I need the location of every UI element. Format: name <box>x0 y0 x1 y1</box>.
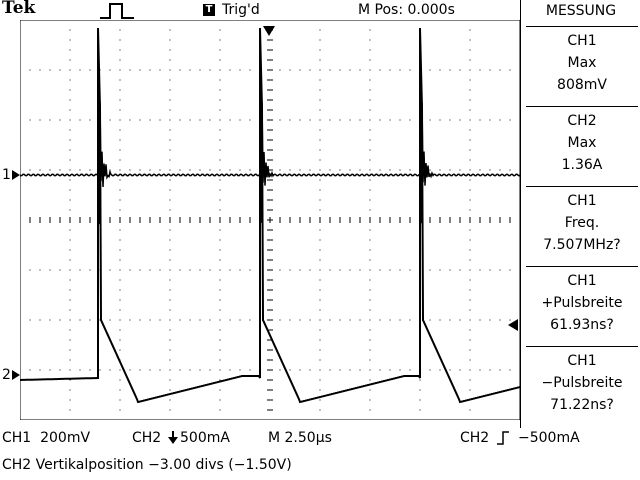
measurement-value: 61.93ns? <box>550 317 614 333</box>
trigger-status: Trig'd <box>222 2 260 18</box>
ch1-scale: CH1 200mV <box>2 430 91 446</box>
graticule <box>20 20 520 420</box>
ch2-marker: 2 <box>2 367 11 383</box>
measurement-1[interactable]: CH1 Max 808mV <box>526 26 638 103</box>
measure-menu: MESSUNG CH1 Max 808mV CH2 Max 1.36A CH1 … <box>522 0 640 428</box>
trigger-level-icon <box>508 319 518 331</box>
menu-title: MESSUNG <box>545 3 617 19</box>
measurement-channel: CH2 <box>567 113 597 129</box>
rising-edge-icon <box>497 431 509 445</box>
measurement-value: 71.22ns? <box>550 397 614 413</box>
ch2-scale-value: 500mA <box>180 430 230 446</box>
measurement-3[interactable]: CH1 Freq. 7.507MHz? <box>526 186 638 263</box>
measurement-label: Freq. <box>564 215 600 231</box>
ch1-trace <box>20 101 520 225</box>
menu-separator <box>520 0 521 428</box>
brand-logo: Tek <box>2 0 36 18</box>
measurement-channel: CH1 <box>567 33 597 49</box>
measurement-label: −Pulsbreite <box>541 375 623 391</box>
horizontal-position: M Pos: 0.000s <box>358 2 455 18</box>
measurement-label: +Pulsbreite <box>541 295 623 311</box>
measurement-4[interactable]: CH1 +Pulsbreite 61.93ns? <box>526 266 638 343</box>
trigger-icon: T <box>203 4 215 16</box>
ch1-marker: 1 <box>2 167 11 183</box>
waveform-display <box>20 20 520 420</box>
measurement-label: Max <box>567 135 597 151</box>
measurement-label: Max <box>567 55 597 71</box>
status-message: CH2 Vertikalposition −3.00 divs (−1.50V) <box>2 457 292 473</box>
ground-icon <box>168 431 178 444</box>
ch2-scale-label: CH2 <box>132 430 162 446</box>
measurement-5[interactable]: CH1 −Pulsbreite 71.22ns? <box>526 346 638 423</box>
pulse-icon <box>100 3 134 19</box>
measurement-value: 7.507MHz? <box>543 237 621 253</box>
measurement-value: 1.36A <box>561 157 603 173</box>
ch1-marker-arrow-icon <box>12 170 20 180</box>
timebase: M 2.50µs <box>268 430 332 446</box>
trigger-position-icon <box>263 26 275 36</box>
trigger-level: −500mA <box>518 430 580 446</box>
measurement-channel: CH1 <box>567 193 597 209</box>
measurement-channel: CH1 <box>567 353 597 369</box>
ch2-trace <box>20 27 520 404</box>
measurement-value: 808mV <box>557 77 607 93</box>
ch2-marker-arrow-icon <box>12 370 20 380</box>
measurement-2[interactable]: CH2 Max 1.36A <box>526 106 638 183</box>
trigger-source: CH2 <box>460 430 490 446</box>
measurement-channel: CH1 <box>567 273 597 289</box>
